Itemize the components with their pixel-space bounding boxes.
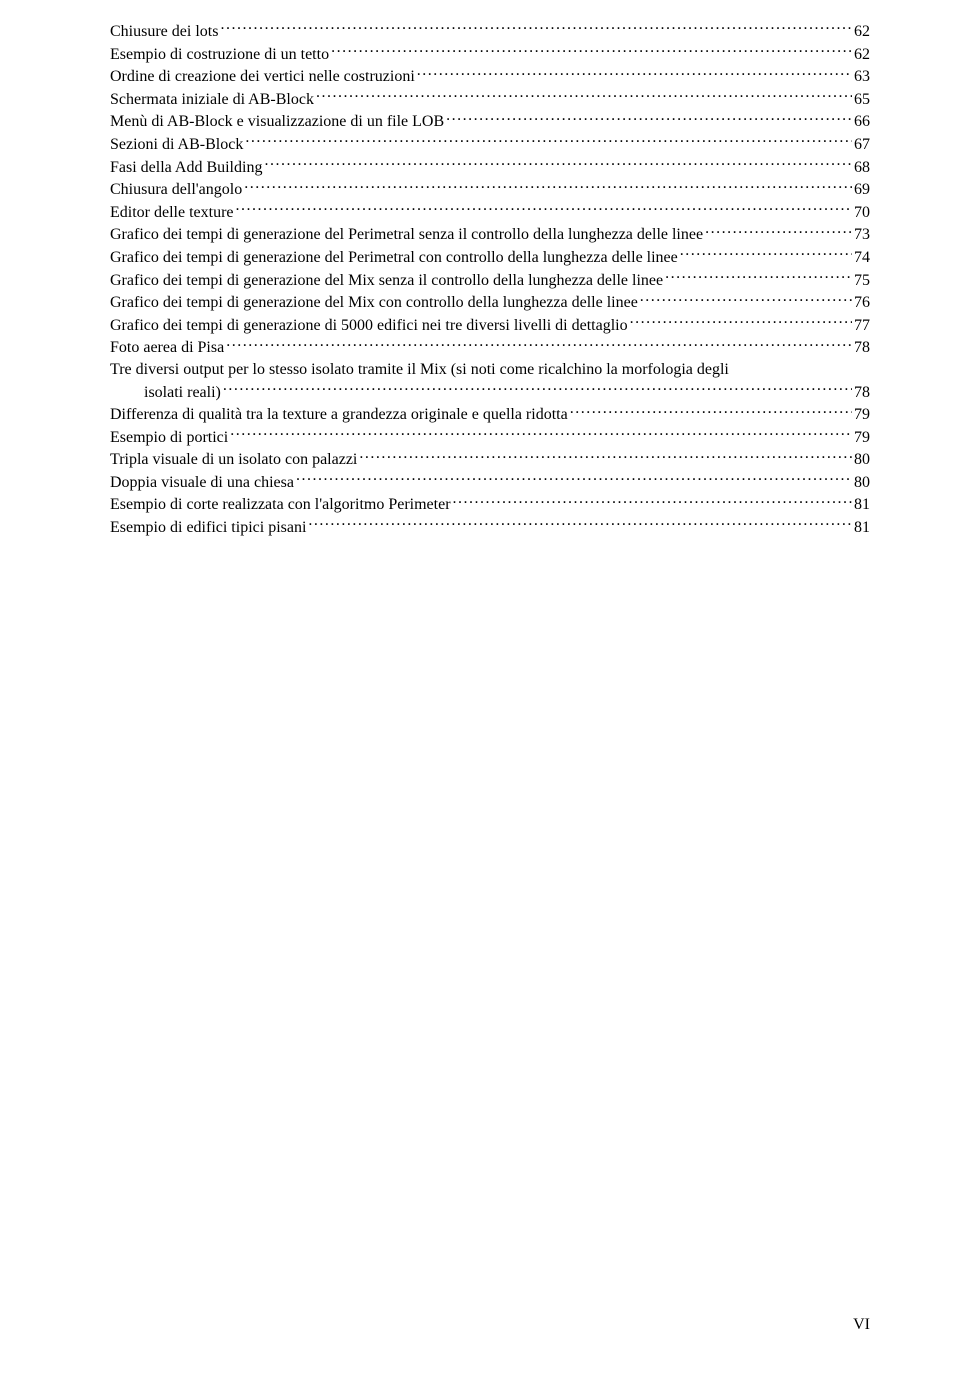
toc-leader bbox=[220, 20, 852, 36]
toc-page: 65 bbox=[854, 89, 870, 111]
toc-leader bbox=[359, 448, 852, 464]
toc-page: 80 bbox=[854, 449, 870, 471]
toc-entry: Grafico dei tempi di generazione del Per… bbox=[110, 246, 870, 269]
toc-label: Esempio di edifici tipici pisani bbox=[110, 517, 306, 539]
toc-label: Fasi della Add Building bbox=[110, 157, 262, 179]
toc-label: Grafico dei tempi di generazione del Per… bbox=[110, 247, 678, 269]
toc-entry: Esempio di portici 79 bbox=[110, 426, 870, 449]
toc-page: 66 bbox=[854, 111, 870, 133]
toc-entry: Grafico dei tempi di generazione del Mix… bbox=[110, 269, 870, 292]
toc-label: isolati reali) bbox=[144, 382, 221, 404]
toc-entry-continuation: isolati reali) 78 bbox=[110, 381, 870, 404]
toc-label: Chiusura dell'angolo bbox=[110, 179, 242, 201]
toc-entry: Tre diversi output per lo stesso isolato… bbox=[110, 359, 870, 381]
toc-leader bbox=[226, 336, 852, 352]
toc-label: Grafico dei tempi di generazione di 5000… bbox=[110, 315, 628, 337]
toc-entry: Esempio di corte realizzata con l'algori… bbox=[110, 493, 870, 516]
toc-label: Editor delle texture bbox=[110, 202, 234, 224]
toc-entry: Esempio di costruzione di un tetto 62 bbox=[110, 43, 870, 66]
toc-page: 74 bbox=[854, 247, 870, 269]
toc-page: 78 bbox=[854, 337, 870, 359]
toc-page: 63 bbox=[854, 66, 870, 88]
toc-entry: Ordine di creazione dei vertici nelle co… bbox=[110, 65, 870, 88]
toc-leader bbox=[230, 426, 852, 442]
toc-label: Chiusure dei lots bbox=[110, 21, 218, 43]
toc-leader bbox=[223, 381, 852, 397]
toc-label: Doppia visuale di una chiesa bbox=[110, 472, 294, 494]
toc-entry: Grafico dei tempi di generazione del Mix… bbox=[110, 291, 870, 314]
toc-leader bbox=[630, 314, 852, 330]
toc-label: Grafico dei tempi di generazione del Mix… bbox=[110, 292, 638, 314]
toc-entry: Differenza di qualità tra la texture a g… bbox=[110, 403, 870, 426]
toc-page: 73 bbox=[854, 224, 870, 246]
toc-label: Foto aerea di Pisa bbox=[110, 337, 224, 359]
toc-leader bbox=[331, 43, 852, 59]
toc-label: Schermata iniziale di AB-Block bbox=[110, 89, 314, 111]
toc-label: Grafico dei tempi di generazione del Per… bbox=[110, 224, 703, 246]
toc-leader bbox=[570, 403, 852, 419]
toc-entry: Grafico dei tempi di generazione del Per… bbox=[110, 223, 870, 246]
toc-page: 62 bbox=[854, 44, 870, 66]
toc-entry: Menù di AB-Block e visualizzazione di un… bbox=[110, 110, 870, 133]
toc-label: Differenza di qualità tra la texture a g… bbox=[110, 404, 568, 426]
toc-label: Esempio di portici bbox=[110, 427, 228, 449]
toc-leader bbox=[244, 178, 852, 194]
toc-page: 79 bbox=[854, 427, 870, 449]
page-number: VI bbox=[853, 1316, 870, 1334]
toc-page: 76 bbox=[854, 292, 870, 314]
toc-page: 75 bbox=[854, 270, 870, 292]
toc-entry: Tripla visuale di un isolato con palazzi… bbox=[110, 448, 870, 471]
toc-entry: Fasi della Add Building 68 bbox=[110, 156, 870, 179]
toc-page: 81 bbox=[854, 494, 870, 516]
toc-leader bbox=[417, 65, 852, 81]
toc-label: Grafico dei tempi di generazione del Mix… bbox=[110, 270, 663, 292]
toc-page: 78 bbox=[854, 382, 870, 404]
toc-leader bbox=[446, 110, 852, 126]
toc-entry: Foto aerea di Pisa 78 bbox=[110, 336, 870, 359]
toc-leader bbox=[705, 223, 852, 239]
toc-leader bbox=[296, 471, 852, 487]
toc-leader bbox=[665, 269, 852, 285]
toc-page: 62 bbox=[854, 21, 870, 43]
toc-leader bbox=[453, 493, 852, 509]
toc-page: 77 bbox=[854, 315, 870, 337]
toc-label: Menù di AB-Block e visualizzazione di un… bbox=[110, 111, 444, 133]
toc-entry: Schermata iniziale di AB-Block 65 bbox=[110, 88, 870, 111]
toc-entry: Editor delle texture 70 bbox=[110, 201, 870, 224]
toc-page: 67 bbox=[854, 134, 870, 156]
toc-entry: Esempio di edifici tipici pisani 81 bbox=[110, 516, 870, 539]
toc-entry: Chiusura dell'angolo 69 bbox=[110, 178, 870, 201]
toc-label: Tre diversi output per lo stesso isolato… bbox=[110, 359, 729, 381]
toc-label: Esempio di corte realizzata con l'algori… bbox=[110, 494, 451, 516]
toc-leader bbox=[308, 516, 852, 532]
toc-leader bbox=[640, 291, 852, 307]
toc-label: Sezioni di AB-Block bbox=[110, 134, 243, 156]
table-of-contents: Chiusure dei lots62Esempio di costruzion… bbox=[110, 20, 870, 539]
toc-entry: Doppia visuale di una chiesa 80 bbox=[110, 471, 870, 494]
toc-page: 81 bbox=[854, 517, 870, 539]
toc-page: 80 bbox=[854, 472, 870, 494]
toc-leader bbox=[236, 201, 852, 217]
toc-entry: Grafico dei tempi di generazione di 5000… bbox=[110, 314, 870, 337]
toc-leader bbox=[680, 246, 852, 262]
toc-label: Tripla visuale di un isolato con palazzi bbox=[110, 449, 357, 471]
toc-page: 68 bbox=[854, 157, 870, 179]
toc-page: 69 bbox=[854, 179, 870, 201]
toc-leader bbox=[245, 133, 852, 149]
toc-leader bbox=[264, 156, 852, 172]
toc-entry: Chiusure dei lots 62 bbox=[110, 20, 870, 43]
toc-label: Esempio di costruzione di un tetto bbox=[110, 44, 329, 66]
toc-entry: Sezioni di AB-Block 67 bbox=[110, 133, 870, 156]
toc-page: 79 bbox=[854, 404, 870, 426]
toc-leader bbox=[316, 88, 852, 104]
toc-page: 70 bbox=[854, 202, 870, 224]
toc-label: Ordine di creazione dei vertici nelle co… bbox=[110, 66, 415, 88]
